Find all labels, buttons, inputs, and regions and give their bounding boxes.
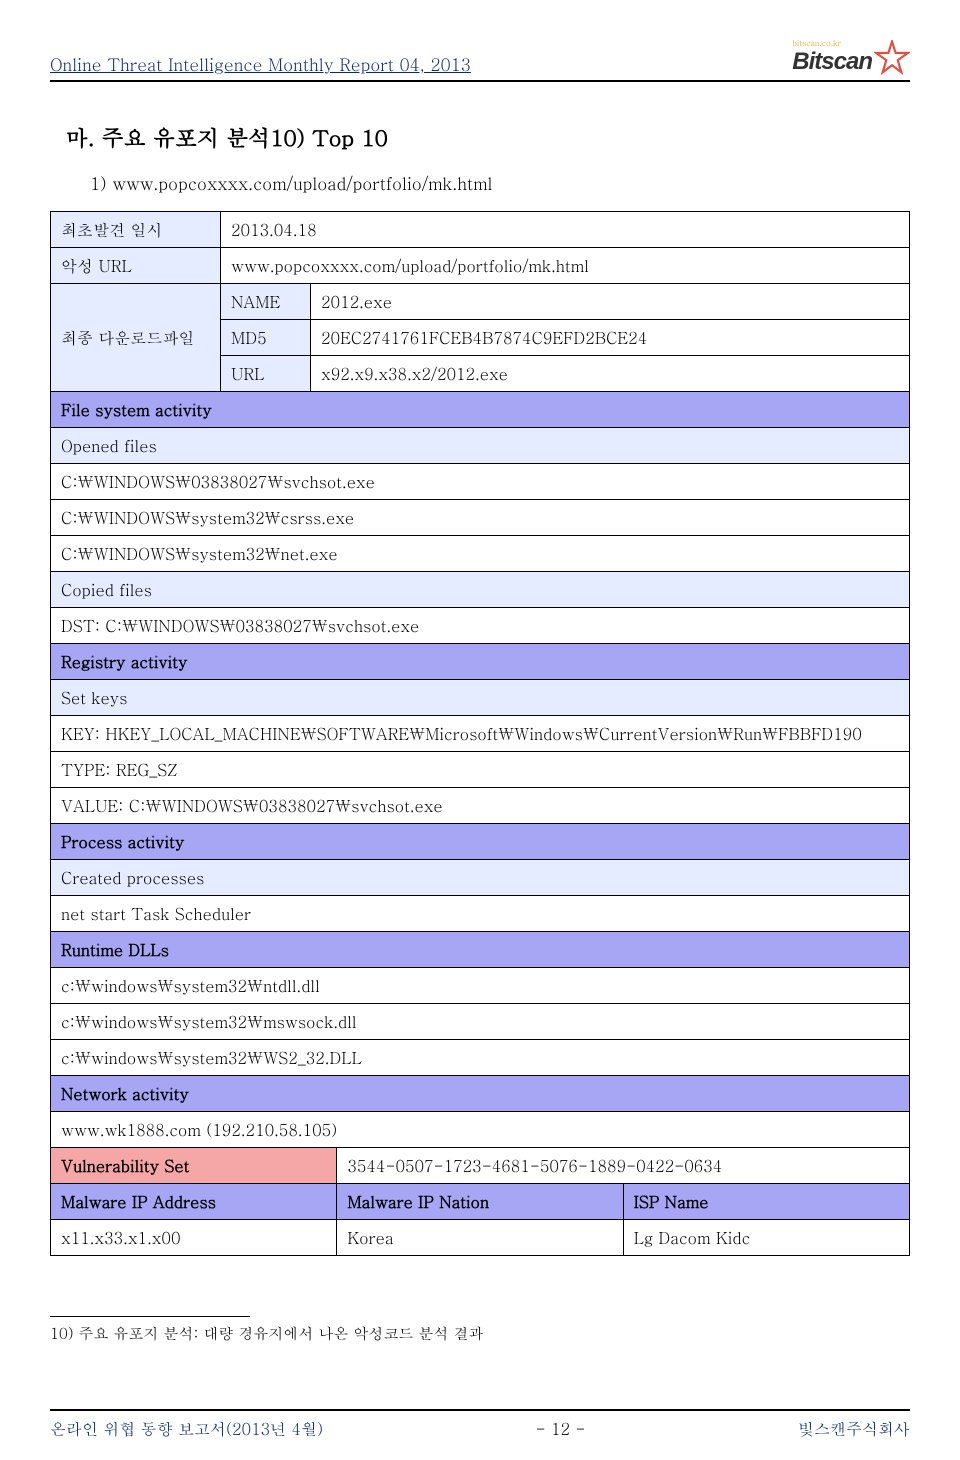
footer-left: 온라인 위협 동향 보고서(2013년 4월) <box>50 1417 323 1440</box>
name-label: NAME <box>221 284 311 320</box>
md5-value: 20EC2741761FCEB4B7874C9EFD2BCE24 <box>311 320 910 356</box>
vuln-col3: ISP Name <box>623 1184 909 1220</box>
url-value: x92.x9.x38.x2/2012.exe <box>311 356 910 392</box>
vuln-col2: Malware IP Nation <box>337 1184 623 1220</box>
logo-sub: bitscan.co.kr <box>792 40 872 48</box>
created-label: Created processes <box>51 860 910 896</box>
analysis-table: 최초발견 일시 2013.04.18 악성 URL www.popcoxxxx.… <box>50 211 910 1148</box>
copied-label: Copied files <box>51 572 910 608</box>
vuln-label: Vulnerability Set <box>51 1148 337 1184</box>
download-label: 최종 다운로드파일 <box>51 284 221 392</box>
first-detect-value: 2013.04.18 <box>221 212 910 248</box>
net-line-0: www.wk1888.com (192.210.58.105) <box>51 1112 910 1148</box>
vuln-v2: Korea <box>337 1220 623 1256</box>
page-footer: 온라인 위협 동향 보고서(2013년 4월) - 12 - 빛스캔주식회사 <box>50 1409 910 1440</box>
vuln-v3: Lg Dacom Kidc <box>623 1220 909 1256</box>
md5-label: MD5 <box>221 320 311 356</box>
opened-label: Opened files <box>51 428 910 464</box>
report-title: Online Threat Intelligence Monthly Repor… <box>50 52 471 76</box>
dll-line-1: c:\windows\system32\mswsock.dll <box>51 1004 910 1040</box>
section-title: 마. 주요 유포지 분석10) Top 10 <box>66 122 910 153</box>
dll-line-0: c:\windows\system32\ntdll.dll <box>51 968 910 1004</box>
first-detect-label: 최초발견 일시 <box>51 212 221 248</box>
fs-header: File system activity <box>51 392 910 428</box>
logo-text: Bitscan <box>792 48 872 75</box>
footer-center: - 12 - <box>536 1417 586 1440</box>
name-value: 2012.exe <box>311 284 910 320</box>
opened-file-1: C:\WINDOWS\system32\csrss.exe <box>51 500 910 536</box>
proc-header: Process activity <box>51 824 910 860</box>
reg-line-2: VALUE: C:\WINDOWS\03838027\svchsot.exe <box>51 788 910 824</box>
section-subtitle: 1) www.popcoxxxx.com/upload/portfolio/mk… <box>90 171 910 195</box>
footnote: 10) 주요 유포지 분석: 대량 경유지에서 나온 악성코드 분석 결과 <box>50 1323 910 1344</box>
net-header: Network activity <box>51 1076 910 1112</box>
logo: bitscan.co.kr Bitscan <box>792 40 910 76</box>
vuln-table: Vulnerability Set 3544-0507-1723-4681-50… <box>50 1147 910 1256</box>
dll-line-2: c:\windows\system32\WS2_32.DLL <box>51 1040 910 1076</box>
opened-file-2: C:\WINDOWS\system32\net.exe <box>51 536 910 572</box>
reg-header: Registry activity <box>51 644 910 680</box>
url-label: URL <box>221 356 311 392</box>
page-header: Online Threat Intelligence Monthly Repor… <box>50 40 910 82</box>
set-keys-label: Set keys <box>51 680 910 716</box>
mal-url-value: www.popcoxxxx.com/upload/portfolio/mk.ht… <box>221 248 910 284</box>
footnote-rule <box>50 1316 250 1317</box>
proc-line-0: net start Task Scheduler <box>51 896 910 932</box>
star-icon <box>874 40 910 76</box>
reg-line-1: TYPE: REG_SZ <box>51 752 910 788</box>
copied-file-0: DST: C:\WINDOWS\03838027\svchsot.exe <box>51 608 910 644</box>
vuln-col1: Malware IP Address <box>51 1184 337 1220</box>
vuln-value: 3544-0507-1723-4681-5076-1889-0422-0634 <box>337 1148 910 1184</box>
footer-right: 빛스캔주식회사 <box>798 1417 910 1440</box>
mal-url-label: 악성 URL <box>51 248 221 284</box>
vuln-v1: x11.x33.x1.x00 <box>51 1220 337 1256</box>
opened-file-0: C:\WINDOWS\03838027\svchsot.exe <box>51 464 910 500</box>
reg-line-0: KEY: HKEY_LOCAL_MACHINE\SOFTWARE\Microso… <box>51 716 910 752</box>
dlls-header: Runtime DLLs <box>51 932 910 968</box>
